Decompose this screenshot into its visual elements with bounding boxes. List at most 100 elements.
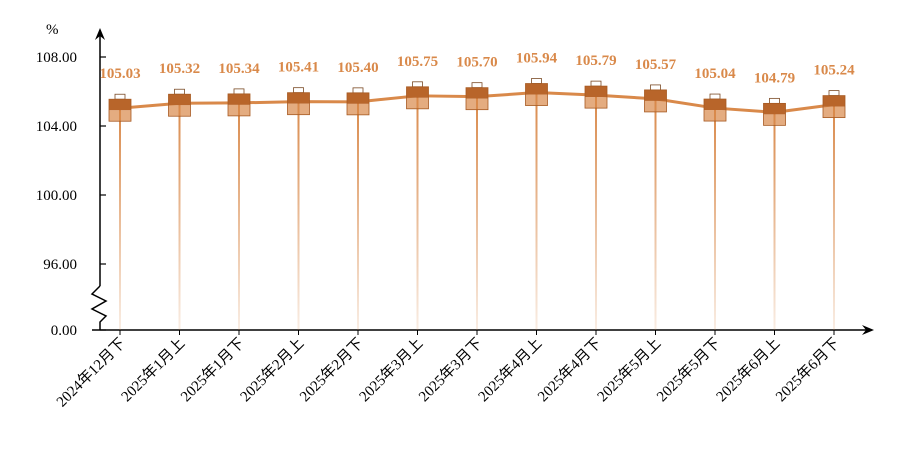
marker-handle <box>650 84 661 91</box>
marker-bottom <box>406 97 429 109</box>
marker-bottom <box>823 106 845 118</box>
marker-outline <box>584 85 608 109</box>
marker-handle <box>531 78 542 84</box>
data-point-marker <box>227 88 251 117</box>
axes: % <box>46 22 874 335</box>
data-label: 105.24 <box>813 63 855 79</box>
data-label: 105.79 <box>575 53 616 69</box>
data-point-marker <box>465 82 489 111</box>
marker-top <box>287 92 310 104</box>
stem-line <box>416 95 419 330</box>
stem-line <box>595 95 597 330</box>
stem-line <box>714 108 716 330</box>
data-label: 105.04 <box>694 66 736 82</box>
marker-handle <box>233 88 245 95</box>
marker-outline <box>108 98 132 122</box>
marker-outline <box>287 92 310 116</box>
marker-outline <box>763 102 786 126</box>
data-label: 105.32 <box>159 61 200 77</box>
data-point-marker <box>703 93 727 122</box>
marker-handle <box>114 93 126 100</box>
marker-handle <box>590 80 602 87</box>
marker-outline <box>346 92 370 116</box>
data-label: 104.79 <box>754 70 795 86</box>
stem-line <box>773 112 776 330</box>
data-point-marker <box>108 93 132 122</box>
marker-top <box>644 89 667 101</box>
marker-handle <box>412 81 423 88</box>
marker-top <box>347 92 369 104</box>
y-tick-label: 104.00 <box>36 119 77 135</box>
marker-bottom <box>168 105 191 117</box>
x-tick-label: 2024年12月下 <box>53 335 129 411</box>
x-axis-arrow <box>862 325 874 335</box>
stem-line <box>535 92 538 330</box>
data-point-marker <box>644 84 667 113</box>
marker-top <box>525 83 548 95</box>
marker-top <box>823 95 845 107</box>
marker-handle <box>293 87 304 94</box>
marker-handle <box>769 97 780 104</box>
stem-line <box>178 103 181 330</box>
y-unit-label: % <box>46 22 59 38</box>
y-axis-arrow <box>95 28 105 40</box>
marker-top <box>109 99 131 111</box>
data-label: 105.40 <box>337 60 378 76</box>
marker-bottom <box>525 94 548 106</box>
stem-line <box>833 104 835 330</box>
data-labels: 105.03 105.32 105.34 105.41 105.40 105.75 105.… <box>99 51 855 87</box>
marker-handle <box>174 88 185 95</box>
marker-bottom <box>287 103 310 115</box>
x-labels: 2024年12月下2025年1月上2025年1月下2025年2月上2025年2月… <box>53 330 843 410</box>
data-point-marker <box>168 88 191 117</box>
stem-line <box>119 108 121 330</box>
x-tick-label: 2025年6月下 <box>772 335 842 405</box>
marker-top <box>704 99 726 111</box>
data-label: 105.57 <box>635 57 677 73</box>
data-point-marker <box>525 78 548 106</box>
y-tick-label: 0.00 <box>51 323 77 339</box>
data-point-marker <box>822 90 846 119</box>
marker-handle <box>471 82 483 89</box>
y-axis-break <box>90 285 108 330</box>
stem-line <box>654 98 657 330</box>
marker-bottom <box>585 97 607 109</box>
y-ticks: 0.00 96.00 100.00 104.00 108.00 <box>36 50 106 339</box>
y-tick-label: 100.00 <box>36 188 77 204</box>
marker-handle <box>828 90 840 97</box>
data-label: 105.94 <box>516 51 558 67</box>
marker-top <box>763 103 786 115</box>
stem-line <box>357 101 359 330</box>
marker-outline <box>227 93 251 117</box>
stems <box>119 92 835 331</box>
marker-outline <box>644 89 667 113</box>
marker-top <box>585 86 607 98</box>
marker-handle <box>352 87 364 94</box>
data-label: 105.34 <box>218 61 260 77</box>
marker-handle <box>709 93 721 100</box>
data-label: 105.41 <box>278 60 319 76</box>
marker-outline <box>822 95 846 119</box>
data-point-marker <box>287 87 310 116</box>
marker-top <box>228 93 250 105</box>
marker-bottom <box>466 98 488 110</box>
marker-bottom <box>347 103 369 115</box>
marker-bottom <box>644 100 667 112</box>
data-point-marker <box>346 87 370 116</box>
marker-outline <box>703 98 727 122</box>
marker-top <box>406 86 429 98</box>
data-label: 105.03 <box>99 66 140 82</box>
marker-outline <box>465 87 489 111</box>
y-tick-label: 108.00 <box>36 50 77 66</box>
marker-bottom <box>228 104 250 116</box>
marker-outline <box>406 86 429 110</box>
marker-outline <box>168 93 191 117</box>
markers <box>108 78 846 126</box>
marker-bottom <box>763 114 786 126</box>
data-label: 105.75 <box>397 54 438 70</box>
marker-bottom <box>109 110 131 122</box>
data-label: 105.70 <box>456 55 497 71</box>
data-point-marker <box>763 97 786 126</box>
y-tick-label: 96.00 <box>43 257 77 273</box>
